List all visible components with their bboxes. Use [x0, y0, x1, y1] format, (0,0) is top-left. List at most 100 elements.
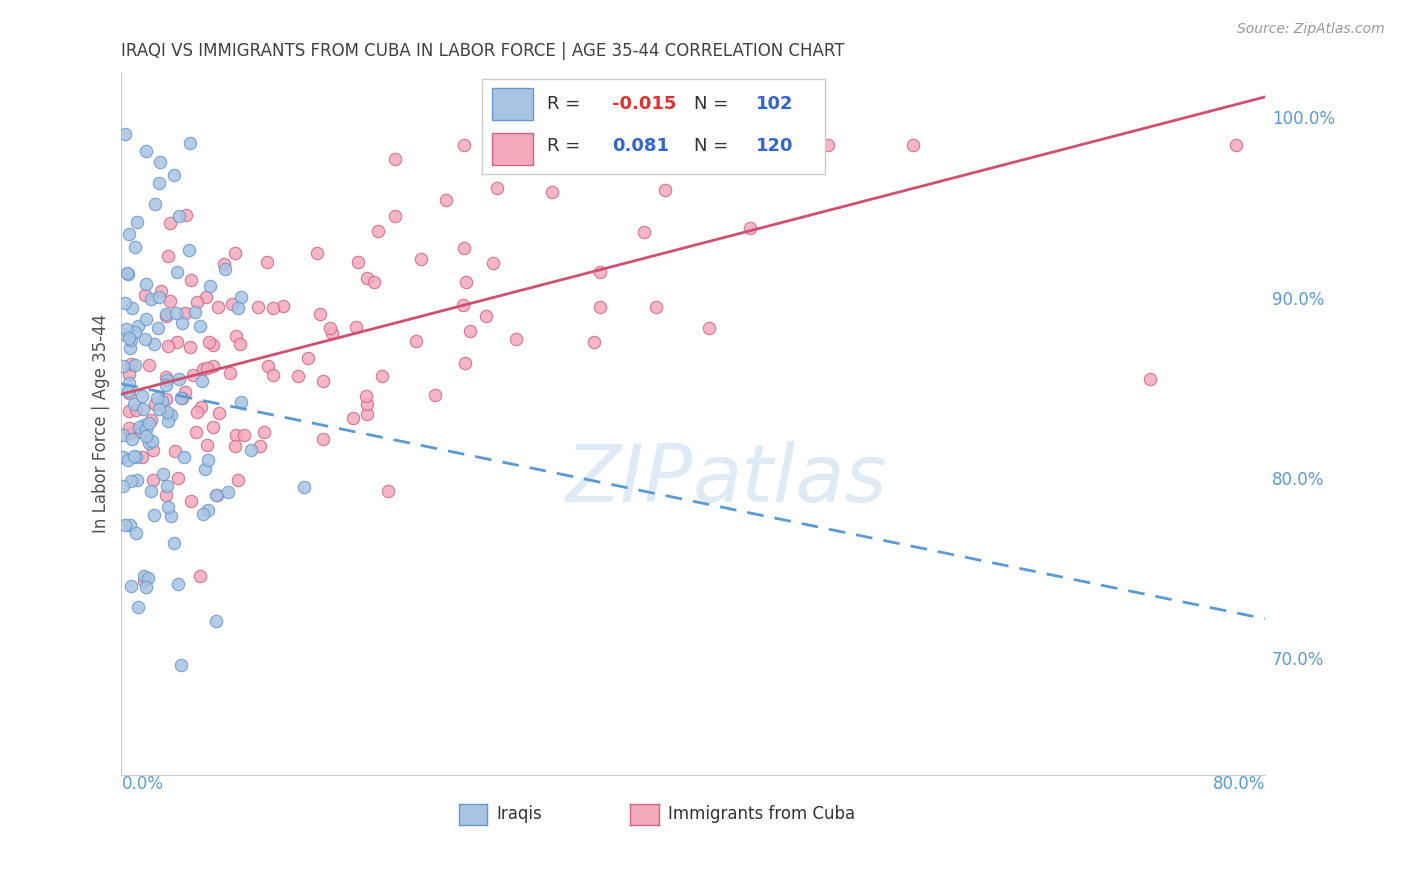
Point	[384, 209, 406, 223]
Point	[146, 391, 169, 405]
Point	[226, 473, 249, 487]
Text: 80.0%: 80.0%	[1212, 775, 1265, 793]
Point	[232, 428, 254, 442]
Point	[589, 300, 612, 314]
Point	[453, 137, 475, 152]
Text: atlas: atlas	[693, 442, 887, 519]
Point	[155, 309, 177, 323]
Point	[117, 453, 139, 467]
Point	[170, 391, 193, 405]
Point	[166, 265, 188, 279]
Point	[197, 452, 219, 467]
Point	[434, 193, 457, 207]
Point	[475, 309, 498, 323]
Point	[141, 442, 163, 457]
Point	[308, 307, 330, 321]
Point	[197, 360, 219, 375]
Point	[127, 600, 149, 615]
Point	[319, 321, 342, 335]
Point	[205, 488, 228, 502]
Point	[142, 508, 165, 522]
Text: IRAQI VS IMMIGRANTS FROM CUBA IN LABOR FORCE | AGE 35-44 CORRELATION CHART: IRAQI VS IMMIGRANTS FROM CUBA IN LABOR F…	[121, 42, 845, 60]
Text: ZIP: ZIP	[565, 442, 693, 519]
Point	[297, 351, 319, 365]
Point	[120, 357, 142, 371]
Point	[121, 301, 143, 315]
Point	[150, 394, 173, 409]
Point	[224, 245, 246, 260]
Point	[207, 300, 229, 314]
Point	[135, 422, 157, 436]
Point	[229, 395, 252, 409]
Point	[287, 369, 309, 384]
Point	[186, 295, 208, 310]
Text: Immigrants from Cuba: Immigrants from Cuba	[668, 805, 855, 823]
Point	[205, 488, 228, 502]
Point	[155, 373, 177, 387]
Point	[166, 471, 188, 485]
Point	[157, 249, 180, 263]
Point	[505, 332, 527, 346]
Point	[132, 417, 155, 432]
Point	[257, 359, 280, 373]
Point	[136, 571, 159, 585]
Point	[173, 450, 195, 465]
Point	[156, 414, 179, 428]
Point	[655, 137, 678, 152]
Point	[114, 296, 136, 310]
Point	[191, 362, 214, 376]
Point	[125, 526, 148, 541]
Point	[163, 168, 186, 182]
Point	[122, 397, 145, 411]
Point	[194, 462, 217, 476]
Point	[134, 333, 156, 347]
Point	[344, 319, 367, 334]
Point	[292, 480, 315, 494]
Point	[120, 579, 142, 593]
Point	[453, 242, 475, 256]
Point	[214, 262, 236, 277]
Point	[229, 290, 252, 304]
Point	[148, 402, 170, 417]
Point	[201, 359, 224, 374]
Point	[371, 369, 394, 384]
Point	[177, 244, 200, 258]
Point	[159, 216, 181, 230]
Point	[197, 334, 219, 349]
Point	[118, 227, 141, 242]
Point	[142, 337, 165, 351]
Point	[173, 384, 195, 399]
Point	[141, 292, 163, 306]
Point	[138, 358, 160, 372]
Point	[132, 574, 155, 588]
Point	[111, 450, 134, 464]
Point	[124, 325, 146, 339]
Point	[645, 300, 668, 314]
Point	[366, 223, 388, 237]
Point	[312, 432, 335, 446]
Text: Iraqis: Iraqis	[496, 805, 543, 823]
Point	[198, 278, 221, 293]
Point	[131, 450, 153, 465]
Point	[170, 392, 193, 406]
Point	[124, 402, 146, 417]
Point	[305, 245, 328, 260]
Point	[125, 215, 148, 229]
Point	[173, 306, 195, 320]
Point	[541, 185, 564, 199]
Point	[135, 277, 157, 292]
Point	[118, 425, 141, 440]
Point	[117, 386, 139, 401]
Point	[346, 255, 368, 269]
Point	[118, 376, 141, 391]
Point	[135, 580, 157, 594]
Point	[155, 378, 177, 392]
Point	[165, 444, 187, 458]
Point	[149, 154, 172, 169]
Point	[221, 296, 243, 310]
Point	[197, 502, 219, 516]
Point	[125, 473, 148, 487]
Point	[170, 658, 193, 673]
Point	[148, 176, 170, 190]
Point	[454, 356, 477, 370]
